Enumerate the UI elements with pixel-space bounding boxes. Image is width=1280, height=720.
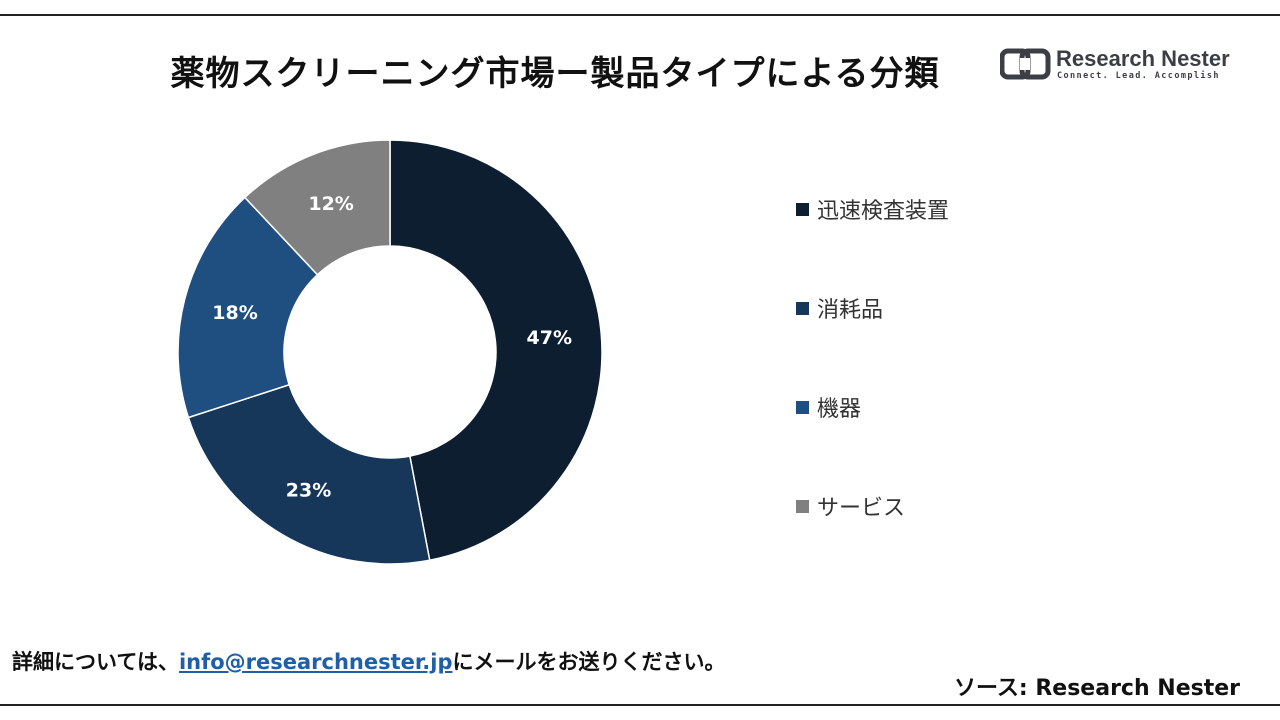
bottom-rule bbox=[0, 704, 1280, 706]
legend-label: 消耗品 bbox=[817, 298, 884, 323]
email-link[interactable]: info@researchnester.jp bbox=[178, 650, 453, 674]
contact-prefix: 詳細については、 bbox=[12, 650, 179, 674]
slice-label-4: 12% bbox=[308, 193, 353, 215]
donut-slice-2 bbox=[187, 383, 431, 565]
donut-slice-3 bbox=[177, 196, 319, 419]
donut-slice-4 bbox=[243, 139, 391, 276]
contact-suffix: にメールをお送りください。 bbox=[452, 650, 726, 674]
legend-item-2: 消耗品 bbox=[796, 293, 883, 323]
logo-mark-icon bbox=[1000, 48, 1051, 80]
contact-note: 詳細については、info@researchnester.jpにメールをお送りくだ… bbox=[12, 646, 725, 676]
legend-label: 迅速検査装置 bbox=[817, 199, 950, 224]
chart-title: 薬物スクリーニング市場ー製品タイプによる分類 bbox=[170, 54, 940, 94]
legend-item-4: サービス bbox=[796, 491, 905, 521]
legend-swatch bbox=[796, 499, 809, 513]
legend-swatch bbox=[796, 301, 809, 315]
legend-swatch bbox=[796, 202, 809, 216]
logo-tagline: Connect. Lead. Accomplish bbox=[1057, 71, 1220, 81]
logo-name: Research Nester bbox=[1056, 46, 1230, 71]
slice-label-3: 18% bbox=[212, 302, 257, 324]
top-rule bbox=[0, 14, 1280, 16]
legend-item-1: 迅速検査装置 bbox=[796, 194, 949, 224]
legend-swatch bbox=[796, 400, 809, 414]
slice-label-2: 23% bbox=[286, 480, 331, 502]
research-nester-logo: Research Nester Connect. Lead. Accomplis… bbox=[1000, 46, 1230, 86]
slice-label-1: 47% bbox=[527, 327, 572, 349]
legend-label: サービス bbox=[817, 496, 906, 521]
legend-label: 機器 bbox=[817, 397, 862, 422]
source-credit: ソース: Research Nester bbox=[953, 676, 1240, 701]
legend-item-3: 機器 bbox=[796, 392, 861, 422]
donut-slice-1 bbox=[389, 139, 603, 562]
